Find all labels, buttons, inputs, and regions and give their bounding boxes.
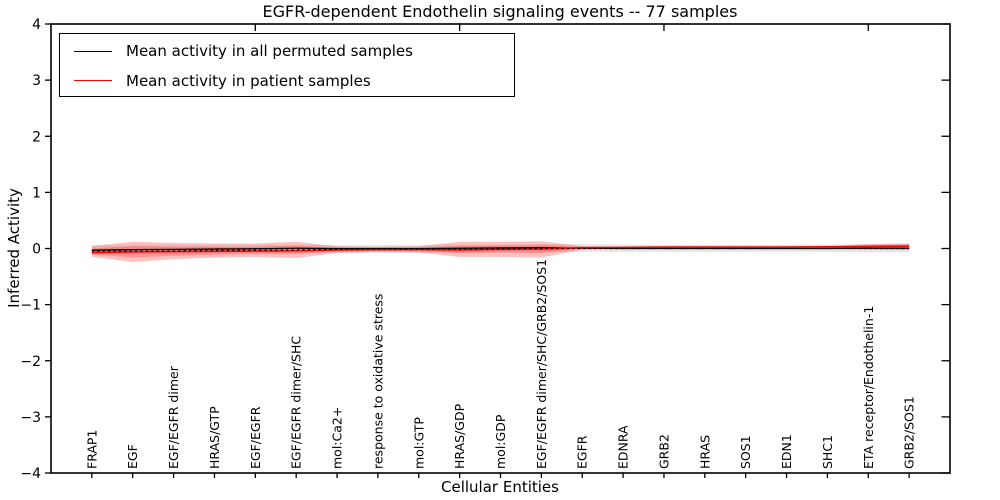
legend-label-permuted: Mean activity in all permuted samples [126, 42, 413, 61]
y-tick-label: −3 [20, 410, 41, 426]
x-tick-label: EGF/EGFR dimer/SHC/GRB2/SOS1 [534, 259, 549, 469]
x-tick-label: response to oxidative stress [370, 294, 385, 469]
x-tick-label: EGF/EGFR [248, 406, 263, 469]
x-tick-label: GRB2/SOS1 [902, 396, 917, 469]
x-tick-label: ETA receptor/Endothelin-1 [861, 306, 876, 469]
y-tick-label: 1 [32, 185, 41, 201]
x-tick-label: SOS1 [738, 435, 753, 469]
y-axis-label: Inferred Activity [5, 188, 23, 308]
x-tick-label: EGF/EGFR dimer [166, 365, 181, 469]
x-tick-label: EGFR [575, 435, 590, 469]
x-tick-label: HRAS/GDP [452, 403, 467, 469]
y-tick-label: 4 [32, 17, 41, 33]
x-tick-label: HRAS [697, 435, 712, 469]
x-axis-label: Cellular Entities [441, 478, 559, 496]
y-tick-label: −2 [20, 354, 41, 370]
x-tick-label: SHC1 [820, 435, 835, 469]
x-tick-label: EDNRA [616, 425, 631, 469]
x-tick-label: mol:GDP [493, 414, 508, 469]
x-tick-label: mol:Ca2+ [330, 407, 345, 469]
x-tick-label: EGF/EGFR dimer/SHC [289, 336, 304, 469]
legend-label-patient: Mean activity in patient samples [126, 71, 371, 90]
series-line-1 [91, 245, 910, 254]
y-tick-label: −1 [20, 298, 41, 314]
y-tick-label: 3 [32, 73, 41, 89]
x-tick-label: HRAS/GTP [207, 406, 222, 469]
legend-entry-patient: Mean activity in patient samples [74, 66, 514, 95]
chart-title: EGFR-dependent Endothelin signaling even… [262, 2, 738, 21]
red-line-swatch-icon [74, 80, 112, 82]
patient-samples-range-band-outer [91, 241, 910, 262]
x-tick-label: GRB2 [656, 434, 671, 469]
black-line-swatch-icon [74, 50, 112, 52]
x-tick-label: mol:GTP [411, 417, 426, 469]
legend-entry-permuted: Mean activity in all permuted samples [74, 37, 514, 66]
zero-reference-dotted [91, 247, 910, 252]
legend: Mean activity in all permuted samples Me… [59, 33, 515, 97]
y-tick-label: 2 [32, 129, 41, 145]
y-tick-label: −4 [20, 466, 41, 482]
x-tick-label: EDN1 [779, 434, 794, 469]
y-tick-label: 0 [32, 242, 41, 258]
x-tick-label: FRAP1 [84, 430, 99, 469]
x-tick-label: EGF [125, 444, 140, 469]
